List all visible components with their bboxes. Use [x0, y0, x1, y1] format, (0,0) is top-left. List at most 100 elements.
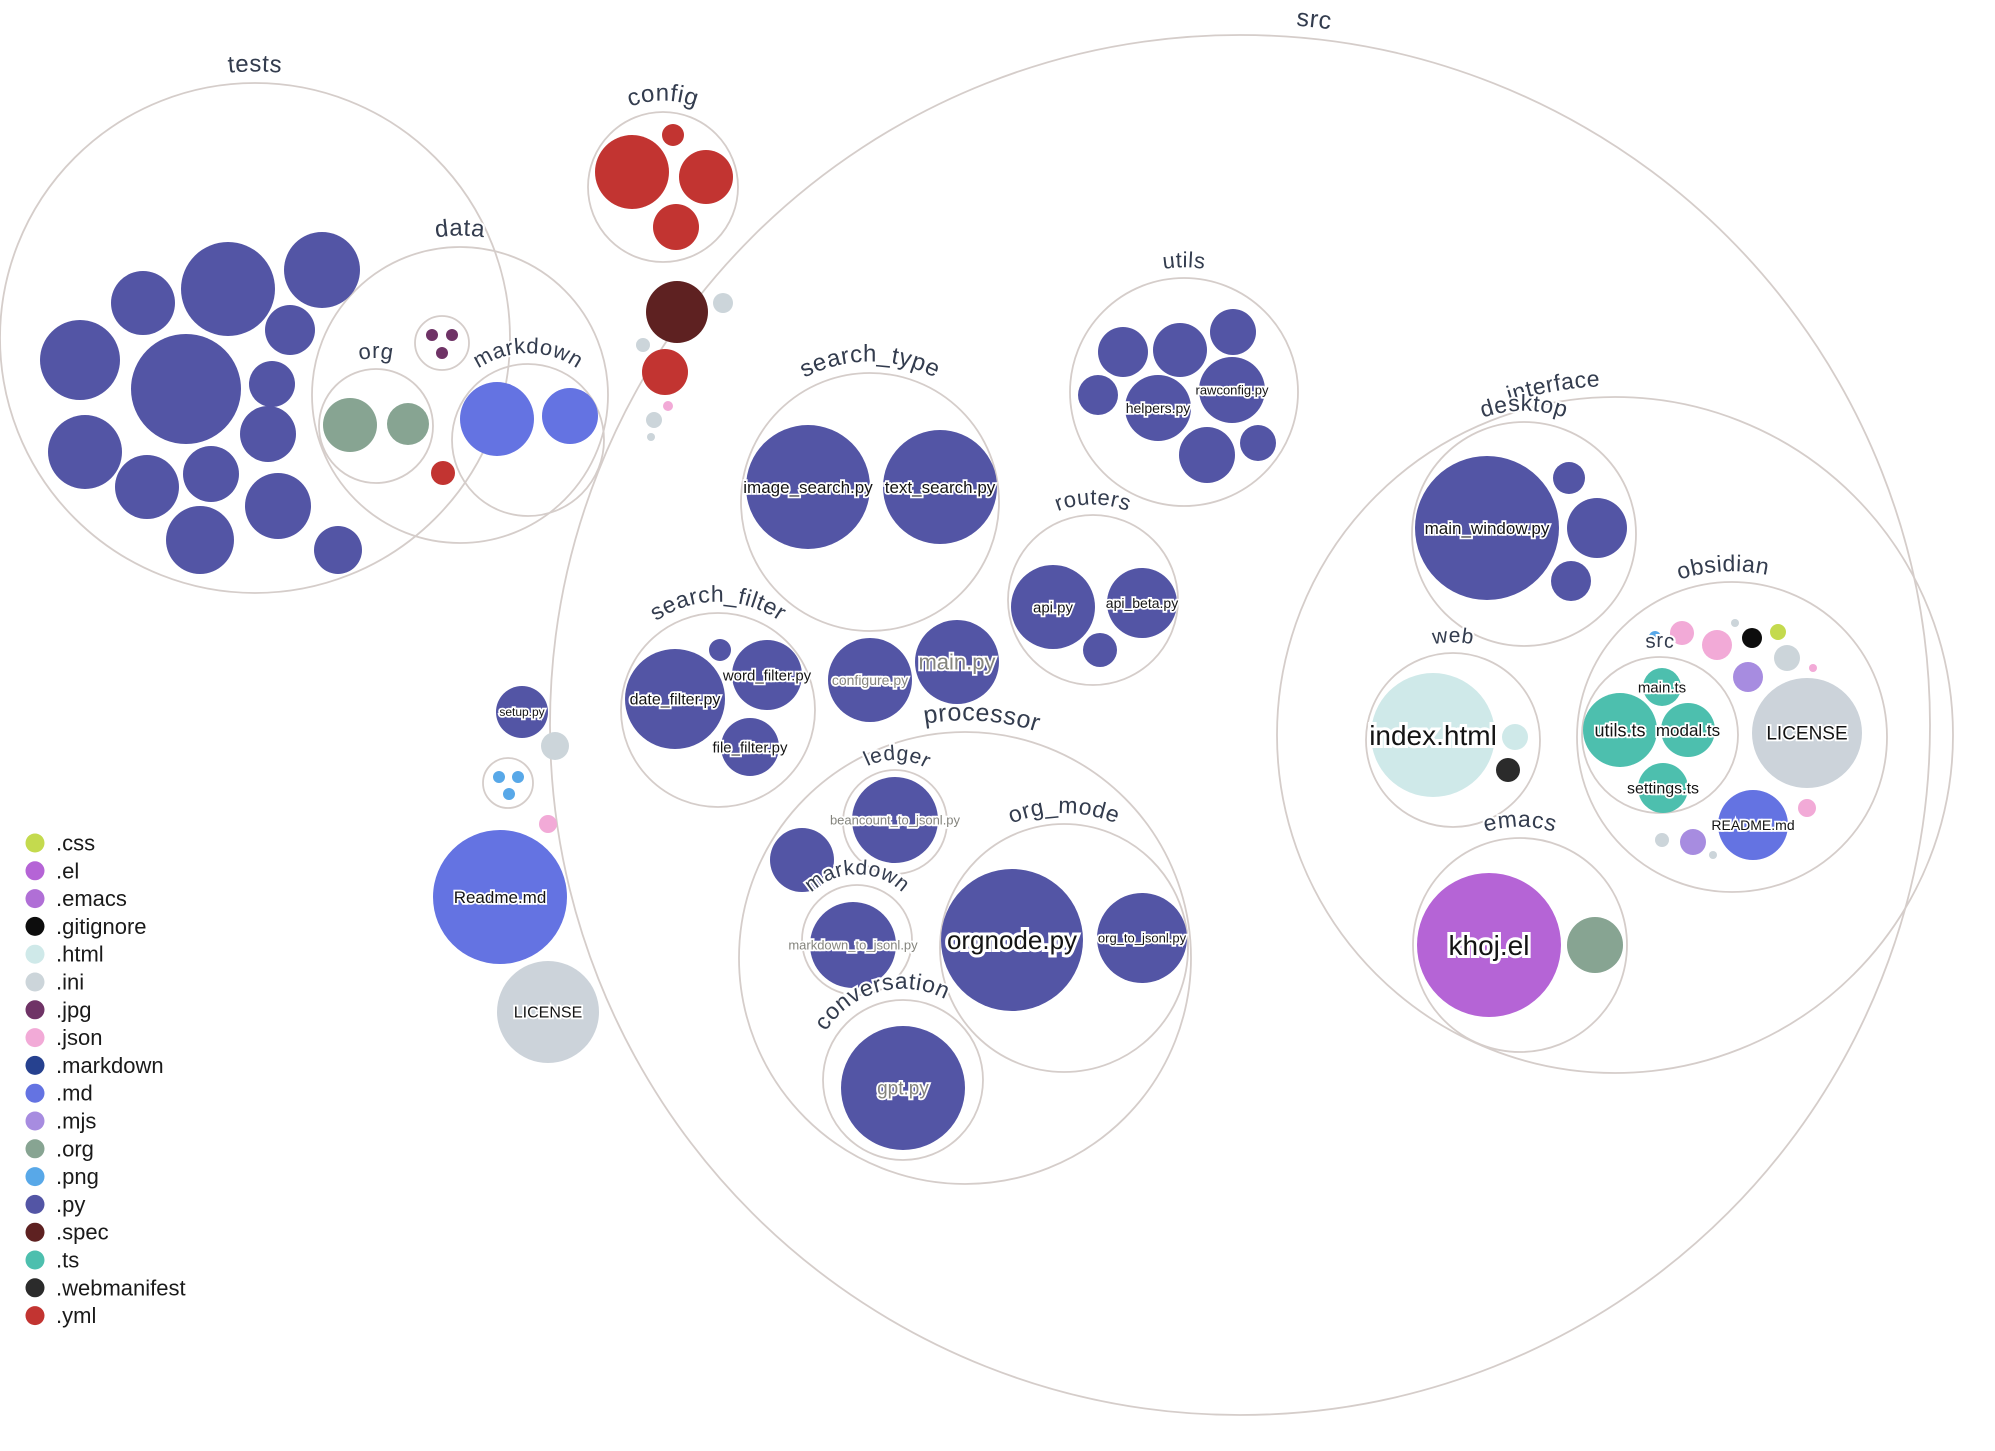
folder-circle-ledger: [842, 769, 948, 875]
legend-swatch-css: [25, 833, 45, 853]
legend-swatch-yml: [25, 1306, 45, 1326]
file-bubble-Readme.md: [433, 830, 567, 964]
legend-item-mjs: .mjs: [25, 1108, 96, 1133]
file-bubble-.mjs: [1680, 829, 1706, 855]
legend-label-json: .json: [56, 1025, 102, 1050]
file-label-configure.py: configure.py: [832, 672, 908, 688]
legend-item-html: .html: [25, 942, 104, 967]
file-bubble-.ini: [647, 433, 655, 441]
file-bubble-LICENSE: [497, 961, 599, 1063]
file-bubble-.org: [387, 403, 429, 445]
legend-label-spec: .spec: [56, 1220, 109, 1245]
legend-swatch-html: [25, 944, 45, 964]
legend-swatch-spec: [25, 1222, 45, 1242]
file-bubble-.ini: [646, 412, 662, 428]
folder-circle-data: [311, 246, 609, 544]
file-bubble-.py: [115, 455, 179, 519]
file-bubble-.py: [284, 232, 360, 308]
folder-label-org_mode: org_mode: [1004, 792, 1123, 828]
file-label-word_filter.py: word_filter.py: [722, 667, 812, 684]
file-bubble-api_beta.py: [1107, 568, 1177, 638]
folder-circle-emacs: [1412, 837, 1628, 1053]
file-bubble-.ini: [713, 293, 733, 313]
folder-circle-src: [549, 34, 1931, 1416]
folder-label-obsidian: obsidian: [1673, 550, 1771, 584]
folder-circle-markdown: [451, 363, 605, 517]
file-bubble-org_to_jsonl.py: [1097, 893, 1187, 983]
file-label-markdown_to_jsonl.py: markdown_to_jsonl.py: [788, 938, 918, 953]
folder-label-src: src: [1644, 630, 1675, 653]
legend-swatch-webmanifest: [25, 1278, 45, 1298]
legend-item-webmanifest: .webmanifest: [25, 1275, 186, 1300]
legend-item-spec: .spec: [25, 1220, 109, 1245]
file-bubble-.py: [770, 828, 834, 892]
folder-circle-org_mode: [939, 823, 1189, 1073]
legend-swatch-py: [25, 1194, 45, 1214]
file-bubble-.html: [1502, 724, 1528, 750]
file-bubble-main.ts: [1643, 668, 1681, 706]
folder-circle-tests: [0, 82, 511, 594]
file-label-modal.ts: modal.ts: [1656, 721, 1720, 740]
legend-swatch-json: [25, 1028, 45, 1048]
legend-label-css: .css: [56, 830, 95, 855]
folder-label-search_filter: search_filter: [645, 581, 792, 626]
file-label-main.ts: main.ts: [1638, 679, 1686, 696]
legend-item-el: .el: [25, 858, 79, 883]
file-bubble-.py: [48, 415, 122, 489]
folder-label-config: config: [624, 80, 703, 113]
file-bubble-.py: [1551, 561, 1591, 601]
legend-label-mjs: .mjs: [56, 1108, 96, 1133]
file-bubble-settings.ts: [1638, 763, 1688, 813]
file-bubble-.ini: [1731, 619, 1739, 627]
file-bubble-.py: [1098, 327, 1148, 377]
file-bubble-markdown_to_jsonl.py: [810, 902, 896, 988]
file-bubble-.ini: [1655, 833, 1669, 847]
file-bubble-.ini: [1709, 851, 1717, 859]
file-bubble-main_window.py: [1415, 456, 1559, 600]
file-bubble-.yml: [653, 204, 699, 250]
file-label-main.py: main.py: [918, 650, 995, 675]
file-bubble-helpers.py: [1125, 375, 1191, 441]
legend-item-jpg: .jpg: [25, 997, 91, 1022]
file-bubble-.md: [542, 388, 598, 444]
file-bubble-.gitignore: [1742, 628, 1762, 648]
legend-label-markdown: .markdown: [56, 1053, 164, 1078]
legend-item-yml: .yml: [25, 1303, 96, 1328]
file-bubble-.yml: [662, 124, 684, 146]
file-bubble-.yml: [431, 461, 455, 485]
file-bubble-.json: [663, 401, 673, 411]
file-bubble-.jpg: [436, 347, 448, 359]
file-bubble-.org: [1567, 917, 1623, 973]
folder-label-src: src: [1296, 4, 1334, 36]
file-bubble-setup.py: [496, 686, 548, 738]
legend-swatch-md: [25, 1083, 45, 1103]
file-label-org_to_jsonl.py: org_to_jsonl.py: [1098, 931, 1187, 946]
legend-swatch-el: [25, 861, 45, 881]
file-bubble-.png: [503, 788, 515, 800]
file-label-Readme.md: Readme.md: [454, 888, 547, 907]
folder-label-routers: routers: [1051, 484, 1134, 515]
legend-swatch-mjs: [25, 1111, 45, 1131]
file-label-README.md: README.md: [1711, 817, 1794, 833]
legend-item-markdown: .markdown: [25, 1053, 164, 1078]
legend-label-gitignore: .gitignore: [56, 914, 147, 939]
folder-label-emacs: emacs: [1480, 806, 1559, 837]
file-bubble-.json: [1809, 664, 1817, 672]
legend-label-jpg: .jpg: [56, 997, 91, 1022]
folder-label-search_type: search_type: [795, 341, 944, 384]
file-bubble-.py: [1179, 427, 1235, 483]
legend-item-md: .md: [25, 1081, 93, 1106]
legend-swatch-emacs: [25, 889, 45, 909]
file-bubble-.py: [131, 334, 241, 444]
file-bubble-.ini: [541, 732, 569, 760]
file-bubble-.py: [166, 506, 234, 574]
file-bubble-.py: [40, 320, 120, 400]
file-bubble-.webmanifest: [1496, 758, 1520, 782]
folder-circle-obsidian: [1576, 581, 1888, 893]
folder-label-processor: processor: [922, 698, 1044, 737]
folder-circle-routers: [1007, 514, 1179, 686]
folder-label-markdown: markdown: [469, 333, 588, 373]
legend-item-gitignore: .gitignore: [25, 914, 147, 939]
file-bubble-main.py: [915, 620, 999, 704]
legend-swatch-ts: [25, 1250, 45, 1270]
